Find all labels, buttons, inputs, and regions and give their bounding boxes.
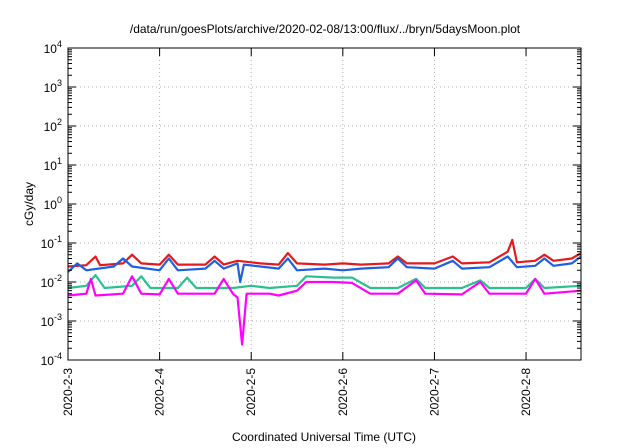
x-axis-label: Coordinated Universal Time (UTC) xyxy=(232,430,416,444)
x-tick-label: 2020-2-4 xyxy=(153,368,167,416)
chart-title: /data/run/goesPlots/archive/2020-02-08/1… xyxy=(130,22,521,36)
x-tick-labels: 2020-2-3 2020-2-4 2020-2-5 2020-2-6 2020-2-7… xyxy=(61,368,533,416)
series-line-1 xyxy=(67,238,582,268)
series-line-2 xyxy=(67,255,582,284)
x-tick-label: 2020-2-3 xyxy=(61,368,75,416)
y-tick-label: 10-1 xyxy=(41,234,62,251)
y-tick-label: 100 xyxy=(44,195,62,212)
y-tick-label: 101 xyxy=(44,156,62,173)
y-axis-label: cGy/day xyxy=(22,182,36,226)
y-tick-label: 10-2 xyxy=(41,273,62,290)
grid xyxy=(68,48,581,360)
y-tick-labels: 10-4 10-3 10-2 10-1 100 101 102 103 104 xyxy=(41,39,62,368)
y-tick-label: 10-3 xyxy=(41,312,62,329)
y-tick-label: 102 xyxy=(44,117,62,134)
x-tick-label: 2020-2-8 xyxy=(519,368,533,416)
ticks xyxy=(67,47,581,361)
y-tick-label: 104 xyxy=(44,39,62,56)
series-line-3 xyxy=(67,274,582,290)
x-tick-label: 2020-2-7 xyxy=(427,368,441,416)
y-tick-label: 103 xyxy=(44,78,62,95)
data-series xyxy=(67,238,582,346)
y-tick-label: 10-4 xyxy=(41,351,62,368)
series-line-4 xyxy=(67,275,582,346)
x-tick-label: 2020-2-5 xyxy=(244,368,258,416)
x-tick-label: 2020-2-6 xyxy=(336,368,350,416)
